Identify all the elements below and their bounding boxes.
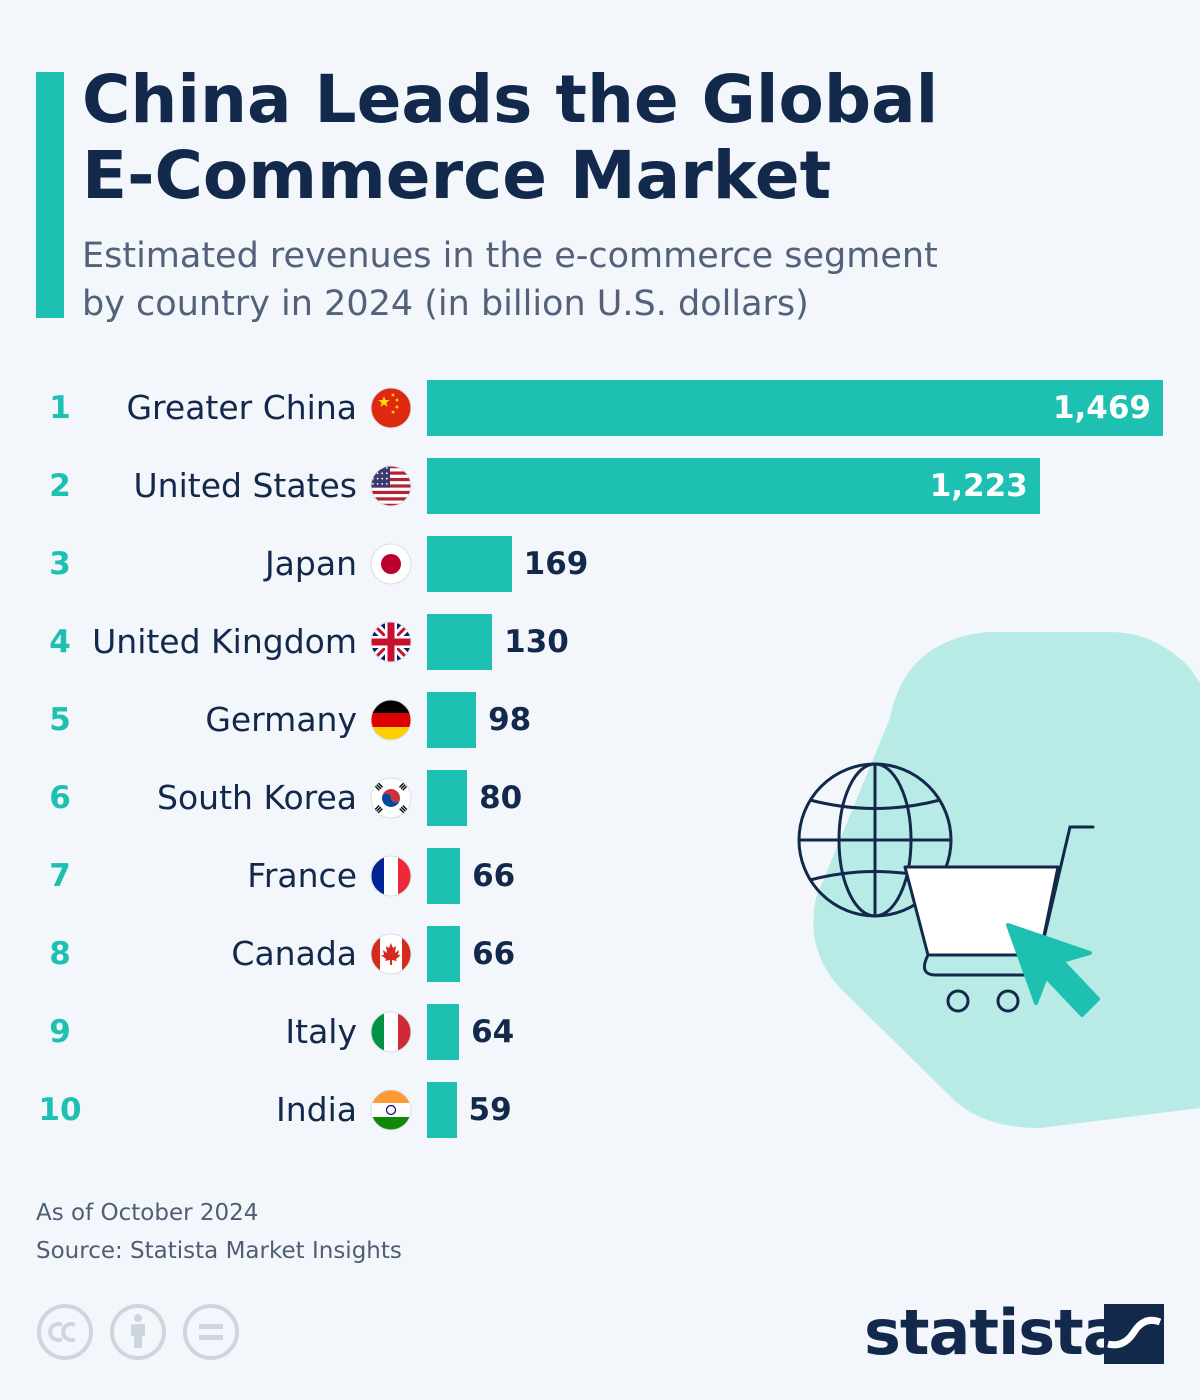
category-label: Greater China	[126, 388, 357, 427]
bar	[427, 458, 1040, 514]
rank-label: 9	[49, 1014, 71, 1050]
rank-label: 4	[49, 624, 71, 660]
data-label: 66	[472, 858, 516, 894]
cc-icon	[37, 1304, 93, 1360]
chart-row: 6 South Korea 80	[0, 770, 1200, 826]
chart-row: 3 Japan 169	[0, 536, 1200, 592]
footer-note: As of October 2024	[36, 1200, 259, 1226]
chart-row: 7 France 66	[0, 848, 1200, 904]
data-label: 1,223	[929, 468, 1028, 504]
india-flag-icon	[370, 1089, 412, 1131]
data-label: 59	[468, 1092, 512, 1128]
chart-subtitle: Estimated revenues in the e-commerce seg…	[82, 232, 1132, 328]
category-label: Italy	[285, 1012, 357, 1051]
category-label: United Kingdom	[92, 622, 357, 661]
germany-flag-icon	[370, 699, 412, 741]
rank-label: 8	[49, 936, 71, 972]
bar	[427, 380, 1163, 436]
south-korea-flag-icon	[370, 777, 412, 819]
statista-logo-icon	[1104, 1304, 1164, 1364]
category-label: India	[276, 1090, 357, 1129]
data-label: 80	[479, 780, 523, 816]
chart-subtitle-line-1: Estimated revenues in the e-commerce seg…	[82, 236, 938, 276]
bar	[427, 926, 461, 982]
rank-label: 2	[49, 468, 71, 504]
uk-flag-icon	[370, 621, 412, 663]
cursor-arrow-icon	[1006, 923, 1100, 1017]
bar	[427, 770, 468, 826]
category-label: Japan	[264, 544, 357, 583]
ecommerce-illustration	[797, 762, 1100, 1017]
rank-label: 6	[49, 780, 71, 816]
bar	[427, 1082, 457, 1138]
bar	[427, 614, 493, 670]
attribution-icon	[110, 1304, 166, 1360]
chart-row: 1 Greater China 1,469	[0, 380, 1200, 436]
chart-row: 2 United States 1,223	[0, 458, 1200, 514]
rank-label: 7	[49, 858, 71, 894]
chart-subtitle-line-2: by country in 2024 (in billion U.S. doll…	[82, 284, 809, 324]
chart-title: China Leads the Global E-Commerce Market	[82, 62, 1162, 214]
category-label: United States	[133, 466, 357, 505]
bar	[427, 692, 477, 748]
chart-row: 9 Italy 64	[0, 1004, 1200, 1060]
data-label: 169	[523, 546, 589, 582]
rank-label: 3	[49, 546, 71, 582]
category-label: Canada	[231, 934, 357, 973]
usa-flag-icon	[370, 465, 412, 507]
category-label: Germany	[205, 700, 357, 739]
data-label: 98	[488, 702, 532, 738]
data-label: 66	[472, 936, 516, 972]
chart-row: 5 Germany 98	[0, 692, 1200, 748]
data-label: 64	[471, 1014, 515, 1050]
title-accent-bar	[36, 72, 64, 318]
chart-title-line-1: China Leads the Global	[82, 61, 939, 138]
rank-label: 5	[49, 702, 71, 738]
bar	[427, 848, 461, 904]
chart-row: 4 United Kingdom 130	[0, 614, 1200, 670]
canada-flag-icon	[370, 933, 412, 975]
japan-flag-icon	[370, 543, 412, 585]
rank-label: 10	[38, 1092, 82, 1128]
category-label: France	[247, 856, 357, 895]
china-flag-icon	[370, 387, 412, 429]
bar	[427, 536, 512, 592]
chart-title-line-2: E-Commerce Market	[82, 137, 832, 214]
bar	[427, 1004, 460, 1060]
italy-flag-icon	[370, 1011, 412, 1053]
data-label: 130	[504, 624, 569, 660]
license-icons	[37, 1304, 239, 1360]
no-derivatives-icon	[183, 1304, 239, 1360]
footer-source: Source: Statista Market Insights	[36, 1238, 402, 1264]
bar-chart: 1 Greater China 1,469 2 United States 1,223 3 J…	[0, 360, 1200, 1160]
globe-icon	[797, 762, 953, 918]
statista-logo-text: statista	[864, 1296, 1125, 1369]
category-label: South Korea	[157, 778, 357, 817]
france-flag-icon	[370, 855, 412, 897]
data-label: 1,469	[1052, 390, 1151, 426]
chart-row: 10 India 59	[0, 1082, 1200, 1138]
rank-label: 1	[49, 390, 71, 426]
chart-row: 8 Canada 66	[0, 926, 1200, 982]
